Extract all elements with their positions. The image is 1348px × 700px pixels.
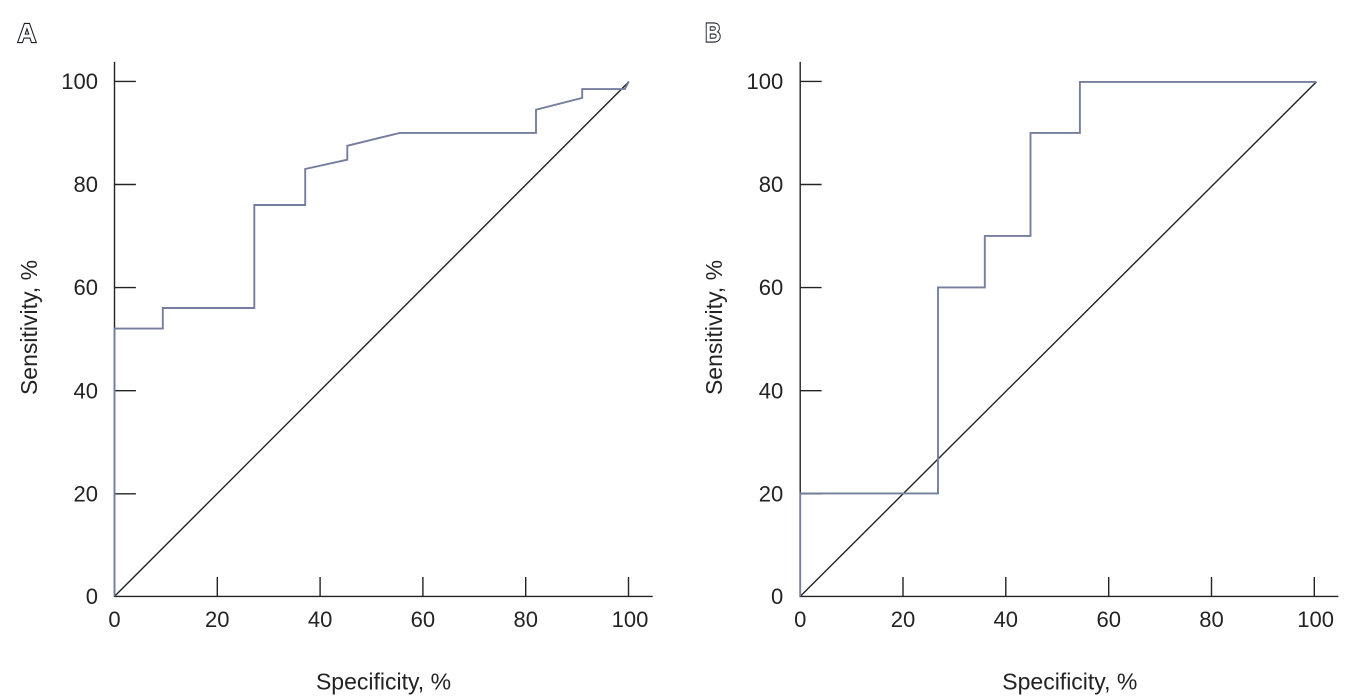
svg-text:60: 60	[411, 607, 435, 632]
svg-text:100: 100	[61, 69, 98, 94]
svg-text:B: B	[705, 19, 720, 47]
svg-text:0: 0	[86, 584, 98, 609]
svg-text:40: 40	[759, 378, 783, 403]
svg-text:80: 80	[74, 172, 98, 197]
svg-text:100: 100	[746, 69, 783, 94]
svg-text:0: 0	[771, 584, 783, 609]
svg-text:Sensitivity, %: Sensitivity, %	[701, 260, 727, 395]
svg-text:0: 0	[108, 607, 120, 632]
svg-text:60: 60	[759, 275, 783, 300]
svg-text:80: 80	[513, 607, 537, 632]
svg-text:80: 80	[759, 172, 783, 197]
svg-text:40: 40	[308, 607, 332, 632]
svg-text:0: 0	[794, 607, 806, 632]
svg-text:Sensitivity, %: Sensitivity, %	[16, 260, 42, 395]
svg-text:A: A	[18, 20, 36, 48]
svg-text:20: 20	[205, 607, 229, 632]
svg-text:20: 20	[891, 607, 915, 632]
svg-text:Specificity, %: Specificity, %	[316, 669, 451, 695]
svg-text:Specificity, %: Specificity, %	[1002, 669, 1137, 695]
svg-text:20: 20	[759, 481, 783, 506]
svg-text:60: 60	[74, 275, 98, 300]
svg-text:100: 100	[1297, 607, 1334, 632]
svg-text:100: 100	[612, 607, 649, 632]
svg-text:80: 80	[1199, 607, 1223, 632]
svg-text:20: 20	[74, 481, 98, 506]
svg-text:40: 40	[994, 607, 1018, 632]
svg-text:40: 40	[74, 378, 98, 403]
svg-text:60: 60	[1096, 607, 1120, 632]
